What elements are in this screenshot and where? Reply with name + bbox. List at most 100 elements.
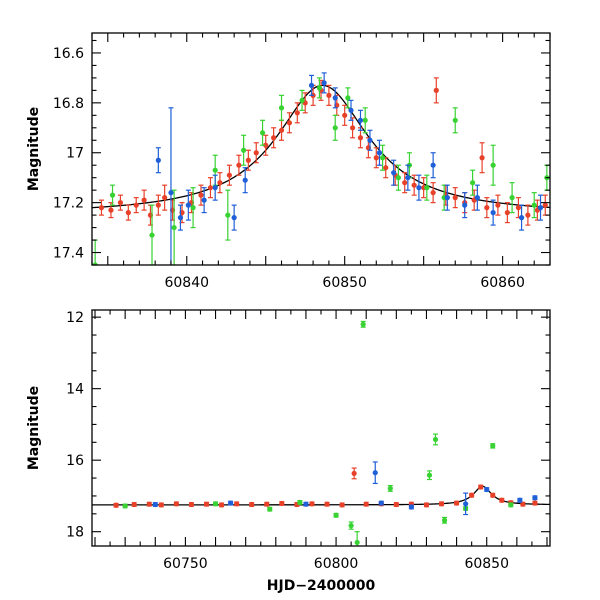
data-point [508,502,514,508]
data-point [231,215,237,221]
y-axis-label: Magnitude [26,107,42,191]
data-point [152,501,158,508]
series-2 [155,72,544,265]
y-tick-label: 16 [66,453,84,469]
data-point [332,125,338,131]
y-tick-label: 16.8 [53,96,84,112]
data-point [177,215,184,221]
data-point [499,497,505,503]
data-point [484,205,490,211]
y-axis-label: Magnitude [26,386,42,470]
x-tick-label: 60860 [480,275,525,291]
data-point [391,170,397,176]
data-point [278,105,285,111]
data-point [249,501,255,508]
data-point [532,500,538,506]
data-point [430,190,436,196]
data-point [303,501,309,507]
data-point [225,212,231,218]
data-point [207,185,214,191]
data-point [271,135,277,141]
data-point [263,142,269,148]
data-point [462,202,468,208]
series-1 [122,320,514,546]
data-point [495,202,501,208]
data-point [484,486,490,493]
data-point [146,501,152,507]
data-point [316,85,323,91]
data-point [348,523,354,529]
data-point [432,436,439,443]
data-point [149,232,155,238]
data-point [504,210,510,216]
data-point [542,202,548,208]
data-point [109,192,116,198]
data-point [339,502,345,508]
data-point [264,501,270,507]
data-point [520,501,526,507]
data-point [299,97,305,103]
data-point [188,501,195,508]
data-point [405,175,411,181]
data-point [212,167,218,173]
data-point [98,205,105,211]
data-point [490,162,496,168]
plot-frame [91,32,551,266]
data-point [279,500,285,507]
data-point [402,180,408,186]
top-panel-zoomed-light-curve: 60840 60850 60860 16.6 16.8 17 17.2 17.4 Magnitu… [26,32,551,291]
data-point [241,147,247,153]
data-point [518,215,525,221]
data-point [226,172,232,178]
data-point [333,512,339,518]
plot-frame [91,309,551,547]
data-point [259,130,266,136]
data-point [348,107,354,113]
data-point [360,321,366,327]
data-point [297,499,303,505]
data-point [452,195,458,201]
data-point [469,492,475,498]
data-point [517,497,523,503]
data-point [362,117,368,123]
data-point [378,500,384,506]
data-point [357,135,364,141]
data-point [490,443,496,449]
data-point [531,202,537,208]
data-point [490,210,496,216]
data-point [286,120,293,126]
data-point [117,200,124,206]
data-point [201,197,207,203]
y-tick-label: 12 [66,310,84,326]
series-2 [152,461,538,516]
data-point [171,224,177,231]
data-point [212,185,218,191]
data-point [133,202,139,208]
y-tick-label: 16.6 [53,46,84,62]
data-point [474,195,480,201]
data-point [383,165,389,171]
data-point [372,470,378,476]
data-point [212,501,219,507]
data-point [379,155,386,161]
data-point [324,501,330,507]
data-point [242,177,248,183]
data-point [131,501,137,508]
data-point [416,185,422,191]
data-point [198,192,204,198]
data-point [321,80,327,86]
data-point [185,202,191,208]
data-point [108,207,114,213]
data-point [395,175,401,181]
data-point [158,502,164,508]
data-point [326,92,332,98]
data-point [332,95,338,101]
data-point [479,155,485,161]
data-point [228,500,234,506]
x-tick-label: 60850 [464,556,509,572]
data-point [236,162,242,168]
data-point [308,82,315,88]
data-point [441,517,448,523]
series-0 [113,467,538,508]
